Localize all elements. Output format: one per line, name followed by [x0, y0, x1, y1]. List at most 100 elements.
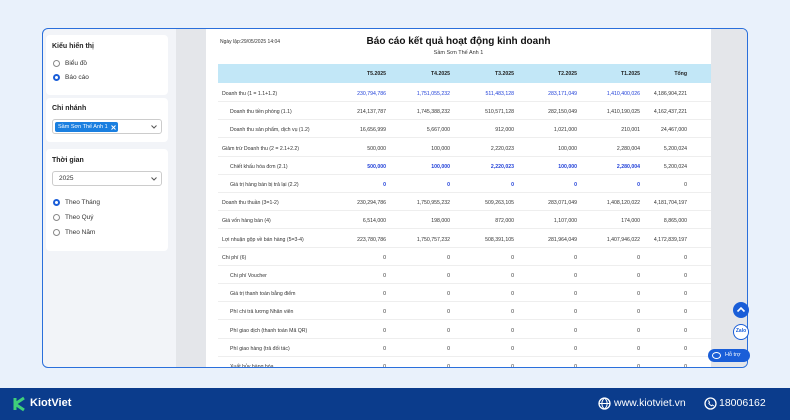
cell-value: 2,280,004: [616, 145, 640, 152]
row-line: [218, 301, 711, 303]
cell-value: 0: [447, 327, 450, 334]
cell-value: 0: [684, 254, 687, 261]
branch-select[interactable]: Sầm Sơn Thế Anh 1: [52, 119, 162, 134]
cell-value: 0: [684, 182, 687, 188]
support-button[interactable]: Hỗ trợ: [708, 349, 750, 362]
cell-value: 0: [684, 364, 687, 368]
row-line: [218, 246, 711, 248]
remove-icon[interactable]: [110, 124, 116, 130]
brand-logo: [13, 396, 25, 412]
cell-value: 1,751,055,232: [416, 91, 450, 97]
cell-value: 0: [574, 327, 577, 334]
cell-value: 0: [511, 254, 514, 261]
row-line: [218, 319, 711, 321]
cell-value: 912,000: [495, 127, 514, 134]
cell-value: 5,667,000: [426, 127, 450, 134]
row-line: [218, 155, 711, 157]
branch-tag-label: Sầm Sơn Thế Anh 1: [58, 124, 108, 130]
row-line: [218, 283, 711, 284]
cell-value: 509,263,105: [485, 200, 514, 207]
row-line: [218, 337, 711, 339]
cell-value: 0: [511, 345, 514, 352]
cell-value: 0: [637, 309, 640, 316]
column-header: Tổng: [674, 71, 687, 77]
cell-value: 0: [574, 291, 577, 298]
cell-value: 100,000: [431, 163, 450, 170]
cell-value: 0: [574, 273, 577, 279]
cell-value: 0: [637, 254, 640, 261]
cell-value: 0: [383, 182, 386, 188]
cell-value: 282,150,049: [548, 109, 577, 116]
cell-value: 0: [637, 182, 640, 188]
radio-label: Theo Tháng: [65, 199, 100, 206]
website: www.kiotviet.vn: [614, 397, 686, 409]
cell-value: 1,408,120,022: [606, 200, 640, 207]
cell-value: 511,483,128: [485, 91, 514, 97]
column-header: T3.2025: [494, 71, 514, 77]
cell-value: 0: [574, 309, 577, 316]
column-header: T4.2025: [430, 71, 450, 77]
cell-value: 0: [511, 309, 514, 316]
radio[interactable]: [53, 74, 60, 81]
display-card: Kiểu hiển thị Biểu đồ Báo cáo: [46, 35, 168, 95]
cell-value: 1,750,955,232: [416, 200, 450, 207]
cell-value: 1,750,757,232: [416, 236, 450, 243]
radio[interactable]: [53, 199, 60, 206]
cell-value: 283,071,049: [548, 200, 577, 207]
cell-value: 4,181,704,197: [653, 200, 687, 207]
cell-value: 1,410,400,026: [606, 91, 640, 97]
zalo-button[interactable]: Zalo: [733, 324, 749, 340]
cell-value: 16,656,999: [360, 127, 386, 134]
cell-value: 0: [574, 254, 577, 261]
chevron-up: [736, 306, 746, 313]
radio-label: Báo cáo: [65, 74, 89, 81]
cell-value: 100,000: [431, 145, 450, 152]
cell-value: 100,000: [558, 145, 577, 152]
branch-card: Chi nhánh Sầm Sơn Thế Anh 1: [46, 98, 168, 142]
report-date: Ngày lập:29/05/2025 14:04: [220, 39, 281, 45]
cell-value: 0: [637, 291, 640, 298]
row-line: [218, 192, 711, 193]
row-label: Giá vốn hàng bán (4): [222, 218, 271, 225]
cell-value: 508,391,105: [485, 236, 514, 243]
column-header: T2.2025: [557, 71, 577, 77]
cell-value: 0: [574, 182, 577, 188]
cell-value: 0: [383, 327, 386, 334]
radio[interactable]: [53, 229, 60, 236]
cell-value: 283,171,049: [548, 91, 577, 97]
cell-value: 0: [383, 254, 386, 261]
row-label: Giá trị hàng bán bị trả lại (2.2): [230, 182, 299, 188]
cell-value: 0: [447, 273, 450, 279]
radio-label: Theo Năm: [65, 229, 96, 236]
cell-value: 0: [447, 309, 450, 316]
row-line: [218, 210, 711, 212]
radio-label: Biểu đồ: [65, 60, 88, 67]
cell-value: 0: [383, 309, 386, 316]
cell-value: 0: [684, 273, 687, 279]
radio[interactable]: [53, 214, 60, 221]
cell-value: 510,571,128: [485, 109, 514, 116]
row-label: Chi phí Voucher: [230, 273, 267, 279]
cell-value: 1,107,000: [553, 218, 577, 225]
row-label: Lợi nhuận gộp về bán hàng (5=3-4): [222, 236, 304, 243]
cell-value: 0: [637, 364, 640, 368]
radio[interactable]: [53, 60, 60, 67]
section-title: Thời gian: [52, 157, 84, 164]
row-line: [218, 119, 711, 121]
frame: Kiểu hiển thị Biểu đồ Báo cáo Chi nhánh Sầm …: [42, 28, 748, 368]
cell-value: 0: [511, 364, 514, 368]
row-label: Xuất hủy hàng hóa: [230, 364, 274, 368]
brand-name: KiotViet: [30, 397, 72, 409]
row-label: Doanh thu sản phẩm, dịch vụ (1.2): [230, 127, 310, 134]
cell-value: 0: [383, 273, 386, 279]
row-line: [218, 228, 711, 230]
footer-bar: KiotViet www.kiotviet.vn 18006162: [0, 388, 790, 420]
year-select[interactable]: 2025: [52, 171, 162, 186]
scroll-up-button[interactable]: [733, 302, 749, 318]
cell-value: 0: [574, 345, 577, 352]
cell-value: 174,000: [621, 218, 640, 225]
row-line: [218, 173, 711, 175]
column-header: T1.2025: [620, 71, 640, 77]
cell-value: 2,220,023: [490, 163, 514, 170]
